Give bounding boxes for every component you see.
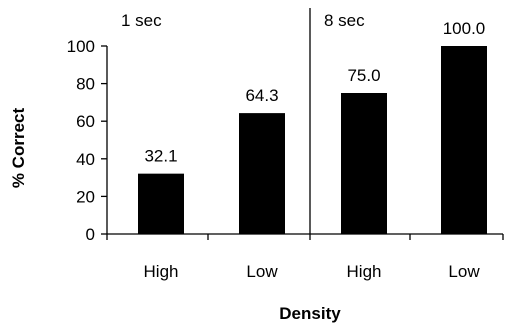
y-axis-title: % Correct <box>9 108 28 189</box>
data-label: 64.3 <box>245 86 278 105</box>
category-label: High <box>347 262 382 281</box>
bar <box>239 113 285 234</box>
x-axis-title: Density <box>279 304 341 323</box>
data-label: 100.0 <box>443 19 486 38</box>
data-label: 32.1 <box>144 147 177 166</box>
y-tick-label: 60 <box>76 112 95 131</box>
data-label: 75.0 <box>347 66 380 85</box>
y-tick-label: 80 <box>76 75 95 94</box>
category-label: Low <box>448 262 480 281</box>
group-label: 1 sec <box>121 11 162 30</box>
y-tick-label: 20 <box>76 187 95 206</box>
y-tick-label: 0 <box>86 225 95 244</box>
bar <box>341 93 387 234</box>
category-label: High <box>144 262 179 281</box>
y-tick-label: 100 <box>67 37 95 56</box>
bars <box>138 46 487 234</box>
bar <box>138 173 184 234</box>
labels: 0 20 40 60 80 100 32.1 High 64.3 Low 75.0 High 100.0… <box>67 11 486 281</box>
group-label: 8 sec <box>324 11 365 30</box>
y-tick-label: 40 <box>76 150 95 169</box>
category-label: Low <box>246 262 278 281</box>
bar <box>441 46 487 234</box>
